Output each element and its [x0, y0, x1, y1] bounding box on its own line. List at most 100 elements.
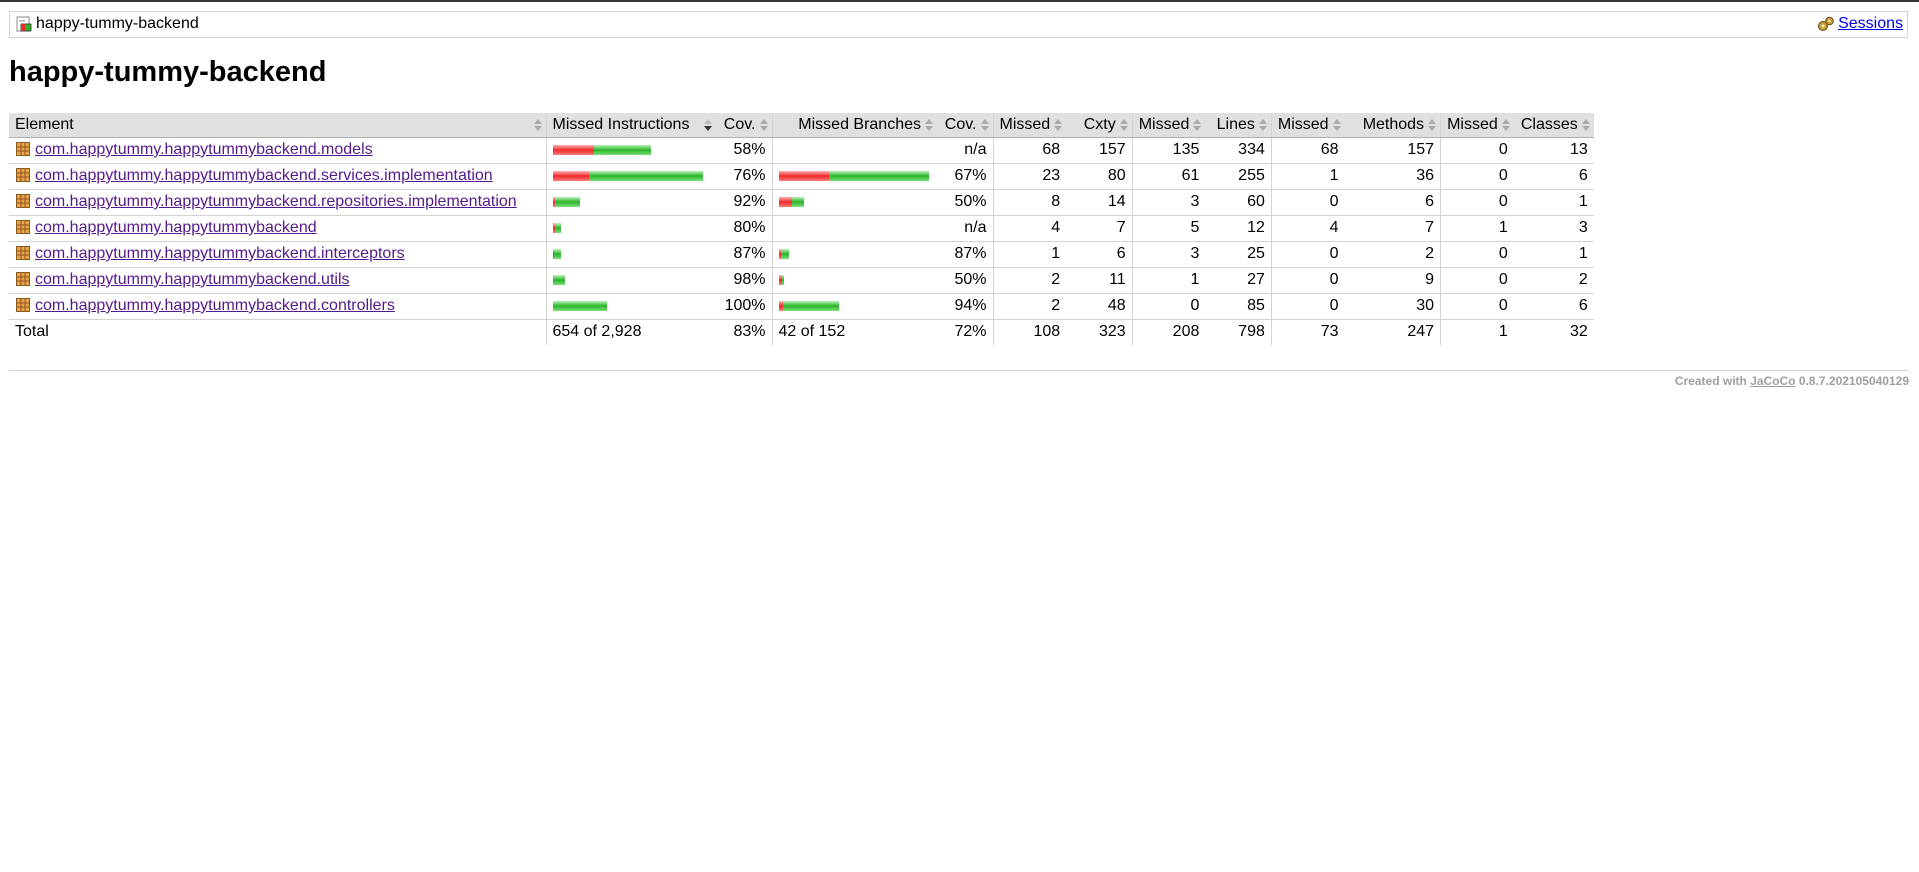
methods: 6 [1344, 189, 1441, 216]
total-methods: 247 [1407, 323, 1435, 341]
header-lines[interactable]: Lines [1205, 113, 1272, 138]
header-complexity-missed-label: Missed [999, 115, 1051, 133]
instructions-cov: 100% [716, 293, 772, 320]
total-complexity-missed: 108 [992, 319, 1067, 345]
jacoco-link[interactable]: JaCoCo [1750, 374, 1796, 388]
sort-icon [533, 119, 542, 131]
lines-missed: 61 [1131, 163, 1206, 190]
classes-missed: 0 [1440, 241, 1514, 268]
package-icon [15, 167, 31, 183]
sort-icon [1428, 119, 1437, 131]
branches-bar [778, 248, 789, 259]
complexity-missed: 2 [992, 293, 1067, 320]
header-classes-missed-label: Missed [1447, 115, 1498, 133]
package-link[interactable]: com.happytummy.happytummybackend.control… [35, 297, 395, 314]
total-branches-cov: 72% [954, 323, 987, 341]
header-missed-branches-label: Missed Branches [798, 115, 921, 133]
branches-bar [778, 170, 929, 181]
classes: 6 [1513, 293, 1594, 320]
branches-bar-cell [771, 241, 937, 268]
covered-bar-segment [782, 300, 839, 311]
sort-icon [1193, 119, 1202, 131]
instructions-bar-cell [545, 241, 716, 268]
table-row: com.happytummy.happytummybackend.models 5… [9, 137, 1594, 164]
package-link[interactable]: com.happytummy.happytummybackend.reposit… [35, 193, 517, 210]
missed-bar-segment [778, 170, 829, 181]
complexity: 14 [1066, 189, 1133, 216]
header-element[interactable]: Element [9, 113, 546, 138]
package-link[interactable]: com.happytummy.happytummybackend.models [35, 141, 373, 158]
total-label: Total [15, 323, 49, 341]
table-row: com.happytummy.happytummybackend.control… [9, 293, 1594, 320]
header-classes[interactable]: Classes [1513, 113, 1594, 138]
complexity-missed: 23 [992, 163, 1067, 190]
complexity-missed: 68 [992, 137, 1067, 164]
missed-bar-segment [552, 248, 554, 259]
header-methods-missed[interactable]: Missed [1270, 113, 1345, 138]
instructions-cov: 87% [716, 241, 772, 268]
complexity: 7 [1066, 215, 1133, 242]
header-missed-instructions-label: Missed Instructions [552, 115, 690, 133]
methods-missed: 1 [1270, 163, 1345, 190]
package-link[interactable]: com.happytummy.happytummybackend.service… [35, 167, 493, 184]
package-icon [15, 271, 31, 287]
instructions-bar [552, 248, 561, 259]
instructions-bar-cell [545, 189, 716, 216]
header-lines-missed-label: Missed [1138, 115, 1190, 133]
instructions-bar [552, 196, 580, 207]
table-row: com.happytummy.happytummybackend.utils 98… [9, 267, 1594, 294]
complexity-missed: 4 [992, 215, 1067, 242]
header-missed-instructions[interactable]: Missed Instructions [545, 113, 716, 138]
branches-cov: 50% [937, 189, 993, 216]
header-methods[interactable]: Methods [1344, 113, 1441, 138]
header-instructions-cov[interactable]: Cov. [716, 113, 772, 138]
header-lines-label: Lines [1216, 115, 1255, 133]
header-classes-label: Classes [1520, 115, 1578, 133]
header-missed-branches[interactable]: Missed Branches [771, 113, 937, 138]
instructions-bar [552, 144, 651, 155]
missed-bar-segment [778, 248, 781, 259]
header-complexity[interactable]: Cxty [1066, 113, 1133, 138]
total-methods-missed: 73 [1270, 319, 1345, 345]
total-instructions: 654 of 2,928 [545, 319, 716, 345]
header-classes-missed[interactable]: Missed [1440, 113, 1514, 138]
branches-bar-cell [771, 163, 937, 190]
covered-bar-segment [552, 274, 565, 285]
branches-bar-cell [771, 267, 937, 294]
header-branches-cov[interactable]: Cov. [937, 113, 993, 138]
classes: 6 [1513, 163, 1594, 190]
table-body: com.happytummy.happytummybackend.models 5… [9, 137, 1594, 320]
header-lines-missed[interactable]: Missed [1131, 113, 1206, 138]
header-methods-label: Methods [1362, 115, 1425, 133]
classes: 1 [1513, 189, 1594, 216]
package-link[interactable]: com.happytummy.happytummybackend.utils [35, 271, 350, 288]
sessions-link[interactable]: Sessions [1838, 15, 1903, 32]
classes-missed: 0 [1440, 137, 1514, 164]
header-branches-cov-label: Cov. [944, 115, 977, 133]
element-cell: com.happytummy.happytummybackend.interce… [9, 241, 546, 268]
sessions-icon [1817, 16, 1835, 32]
lines-missed: 5 [1131, 215, 1206, 242]
missed-bar-segment [778, 300, 783, 311]
header-complexity-missed[interactable]: Missed [992, 113, 1067, 138]
missed-bar-segment [552, 144, 594, 155]
instructions-cov: 92% [716, 189, 772, 216]
package-link[interactable]: com.happytummy.happytummybackend.interce… [35, 245, 405, 262]
total-row: Total 654 of 2,928 83% 42 of 152 72% 108… [9, 319, 1594, 345]
covered-bar-segment [781, 274, 784, 285]
missed-bar-segment [552, 196, 555, 207]
sort-desc-icon [704, 119, 712, 131]
methods: 157 [1344, 137, 1441, 164]
package-link[interactable]: com.happytummy.happytummybackend [35, 219, 317, 236]
header-methods-missed-label: Missed [1277, 115, 1329, 133]
instructions-bar [552, 274, 565, 285]
covered-bar-segment [588, 170, 703, 181]
table-row: com.happytummy.happytummybackend.reposit… [9, 189, 1594, 216]
instructions-bar-cell [545, 293, 716, 320]
covered-bar-segment [593, 144, 651, 155]
lines-missed: 135 [1131, 137, 1206, 164]
covered-bar-segment [828, 170, 929, 181]
lines-missed: 3 [1131, 241, 1206, 268]
lines: 27 [1205, 267, 1272, 294]
element-cell: com.happytummy.happytummybackend.models [9, 137, 546, 164]
